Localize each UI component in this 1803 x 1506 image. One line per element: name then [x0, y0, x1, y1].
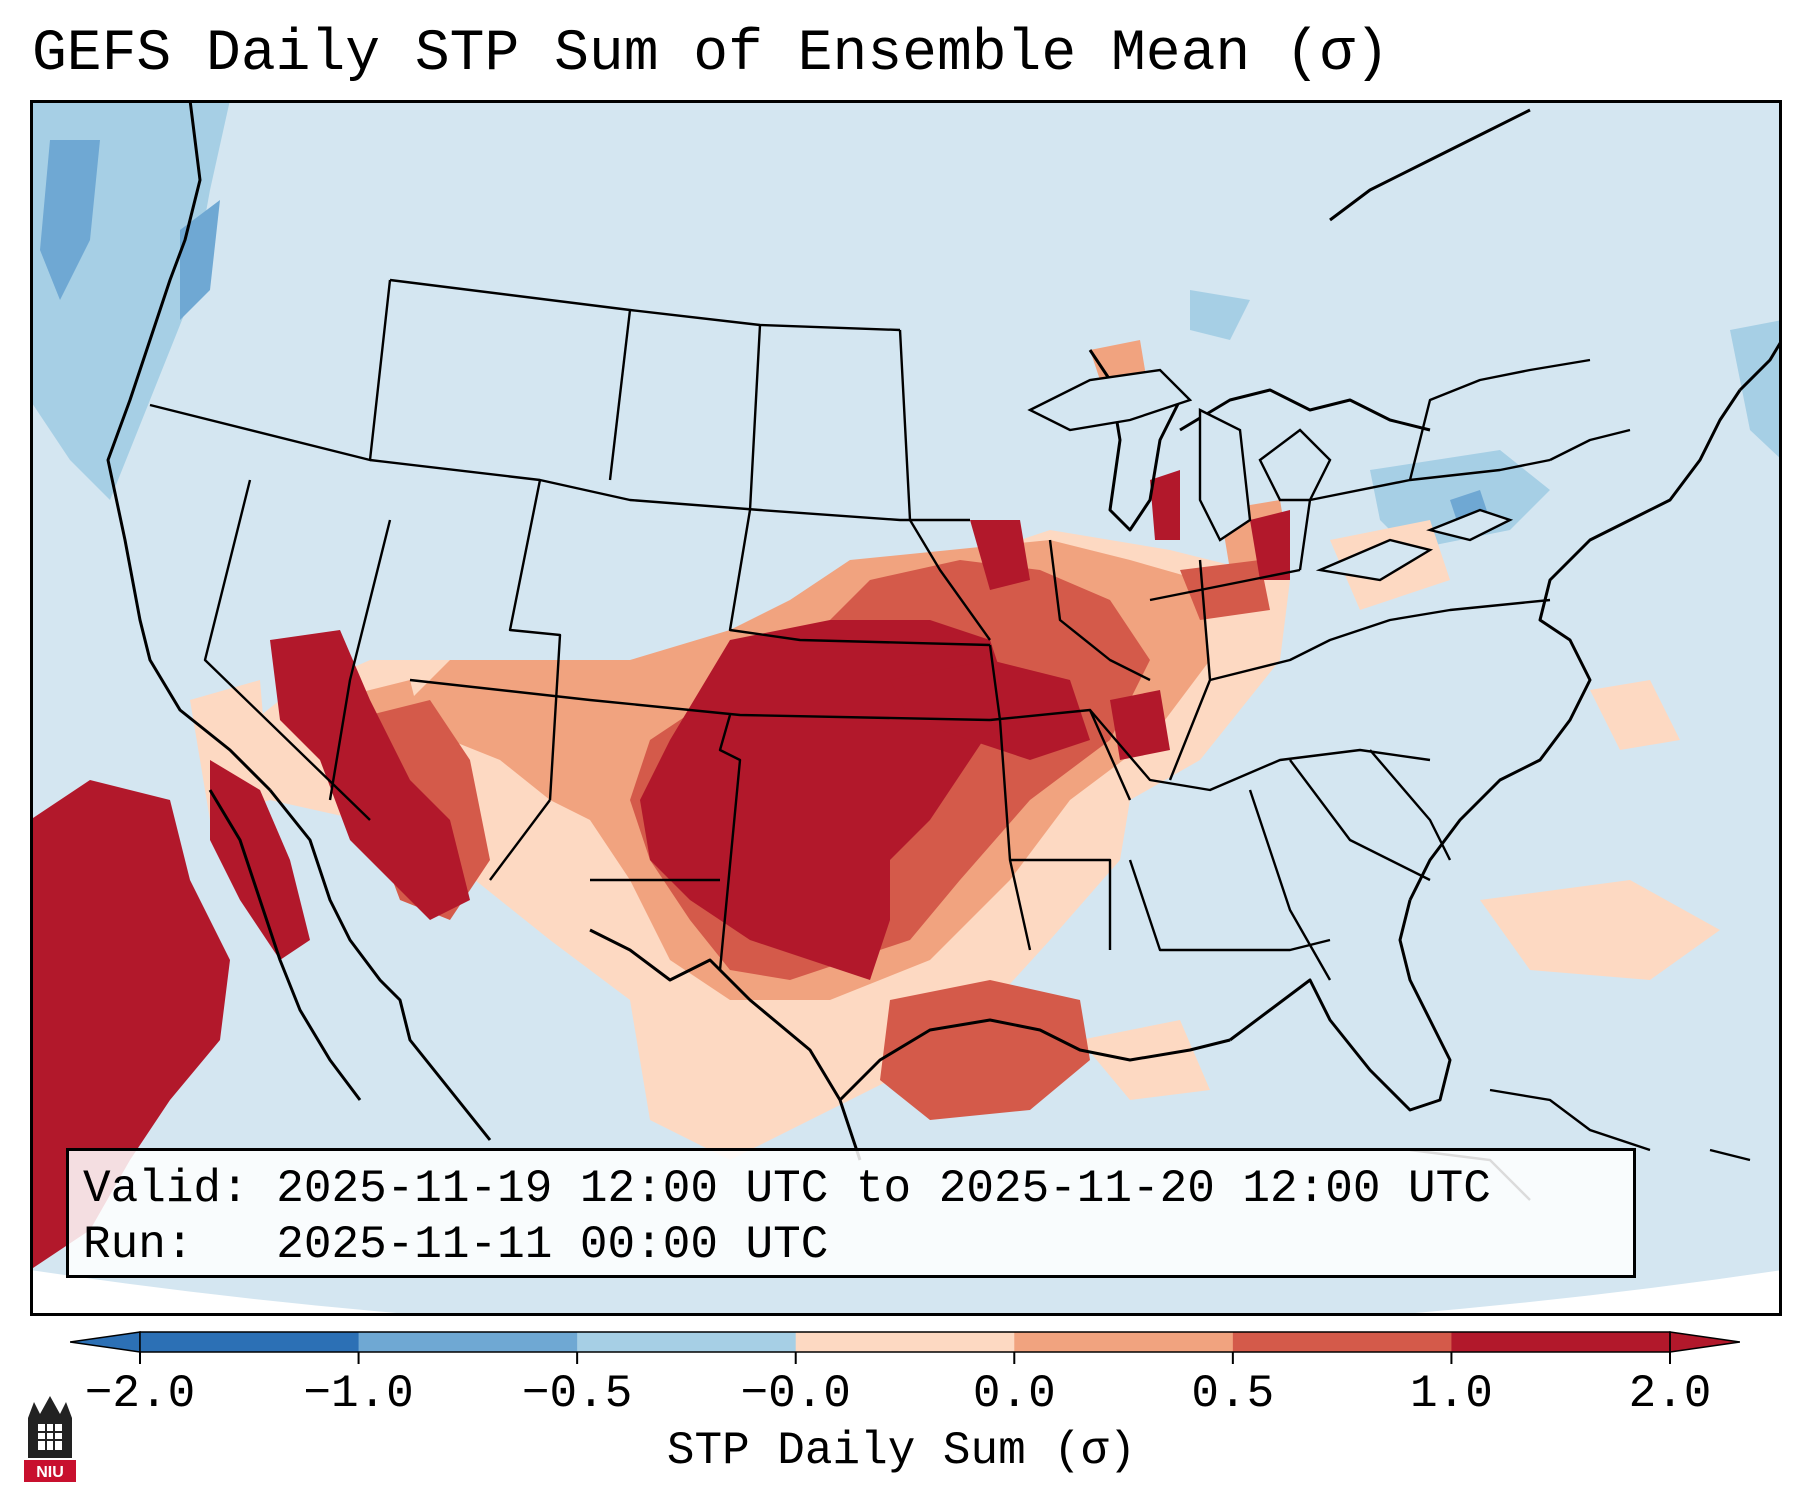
- niu-logo: NIU: [24, 1396, 76, 1482]
- positive-anomaly-gulf: [880, 980, 1090, 1120]
- colorbar-segment: [358, 1332, 578, 1352]
- valid-value: 2025-11-19 12:00 UTC to 2025-11-20 12:00…: [276, 1163, 1491, 1215]
- colorbar-label: STP Daily Sum (σ): [666, 1425, 1137, 1477]
- colorbar-segments: [70, 1331, 1740, 1353]
- niu-logo-grid: [38, 1424, 62, 1450]
- coastline-borders: [106, 100, 1782, 1161]
- run-value: 2025-11-11 00:00 UTC: [276, 1219, 829, 1271]
- colorbar-tick-label: −0.0: [740, 1368, 851, 1420]
- run-label: Run:: [83, 1219, 194, 1271]
- run-line: Run: 2025-11-11 00:00 UTC: [83, 1217, 1619, 1273]
- validity-info-box: Valid: 2025-11-19 12:00 UTC to 2025-11-2…: [66, 1148, 1636, 1278]
- niu-logo-banner: [24, 1460, 76, 1482]
- map-border: [30, 100, 1782, 1316]
- colorbar-extend-max: [1669, 1331, 1740, 1353]
- colorbar-tick-label: −1.0: [303, 1368, 414, 1420]
- colorbar-segment: [1232, 1332, 1452, 1352]
- colorbar-tick-label: −2.0: [84, 1368, 196, 1420]
- colorbar-segment: [577, 1332, 797, 1352]
- niu-logo-text: NIU: [36, 1464, 64, 1481]
- colorbar: [70, 1331, 1740, 1364]
- colorbar-ticks: [139, 1352, 1671, 1364]
- valid-line: Valid: 2025-11-19 12:00 UTC to 2025-11-2…: [83, 1161, 1619, 1217]
- great-lakes: [1027, 368, 1514, 582]
- colorbar-segment: [140, 1332, 360, 1352]
- colorbar-tick-label: 0.0: [972, 1368, 1056, 1420]
- niu-logo-window: [38, 1424, 62, 1450]
- state-borders: [149, 278, 1631, 981]
- valid-label: Valid:: [83, 1163, 249, 1215]
- colorbar-outline: [139, 1331, 1671, 1353]
- chart-title: GEFS Daily STP Sum of Ensemble Mean (σ): [32, 22, 1390, 87]
- colorbar-segment: [1451, 1332, 1671, 1352]
- stp-map: [30, 100, 1782, 1316]
- colorbar-segment: [1014, 1332, 1234, 1352]
- colorbar-tick-label: 2.0: [1628, 1368, 1712, 1420]
- colorbar-tick-label: 1.0: [1410, 1368, 1493, 1420]
- positive-anomaly-max: [30, 470, 1290, 1270]
- colorbar-segment: [795, 1332, 1015, 1352]
- colorbar-tick-label: 0.5: [1191, 1368, 1275, 1420]
- colorbar-tick-label: −0.5: [521, 1368, 633, 1420]
- colorbar-extend-min: [70, 1331, 141, 1353]
- map-outside-domain: [30, 1270, 1782, 1316]
